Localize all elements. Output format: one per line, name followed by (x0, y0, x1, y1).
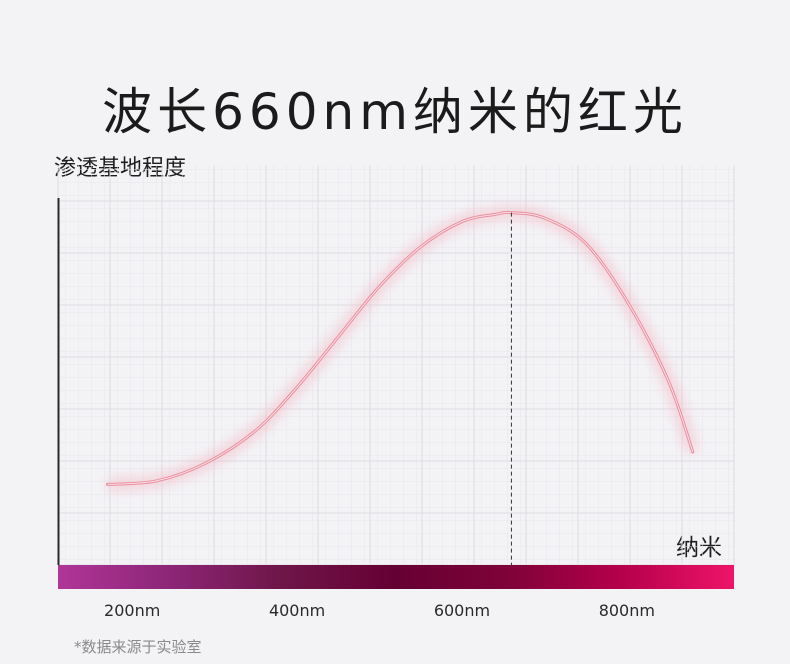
series-line-highlight (107, 211, 694, 485)
x-tick-label: 200nm (104, 601, 160, 620)
spectrum-bar (58, 565, 734, 589)
x-tick-label: 800nm (599, 601, 655, 620)
x-tick-label: 400nm (269, 601, 325, 620)
page-title: 波长660nm纳米的红光 (102, 83, 688, 141)
source-note: *数据来源于实验室 (74, 638, 202, 656)
x-ticks: 200nm 400nm 600nm 800nm (104, 601, 655, 620)
curve-group (106, 206, 699, 491)
grid-background (58, 165, 734, 565)
x-tick-label: 600nm (434, 601, 490, 620)
gridlines (57, 165, 735, 566)
